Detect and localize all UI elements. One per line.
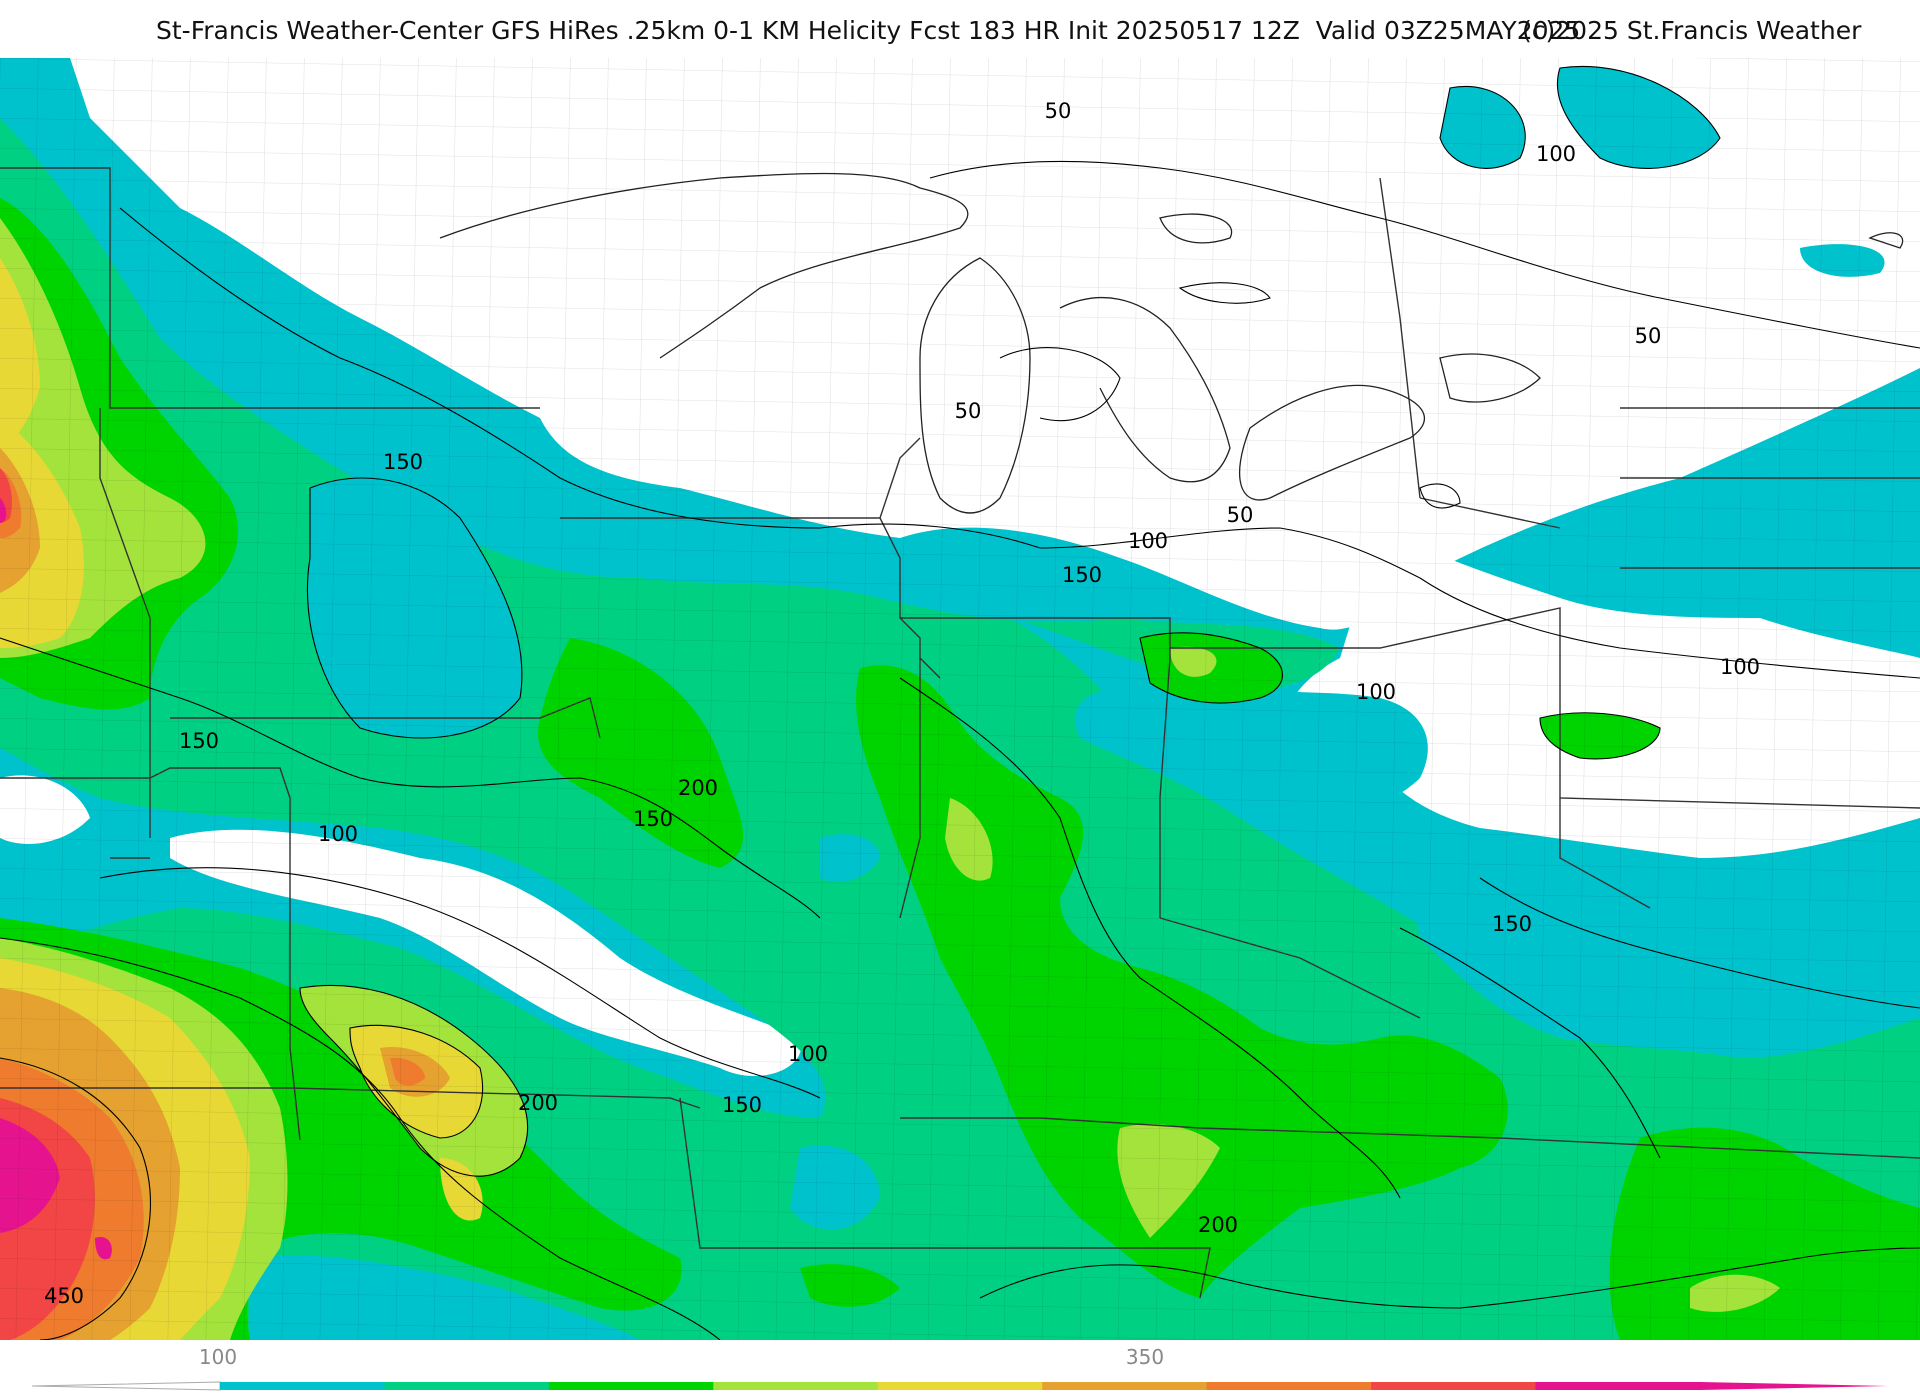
contour-label: 200 [678,776,718,800]
contour-label-layer: 50 50 50 50 100 100 100 100 100 100 150 150 150 150 15… [44,99,1760,1308]
helicity-fill-layer [0,58,1920,1340]
legend-tick-label: 100 [199,1345,237,1369]
contour-label: 50 [1045,99,1072,123]
contour-label: 100 [1720,655,1760,679]
contour-label: 150 [179,729,219,753]
contour-label: 150 [722,1093,762,1117]
legend-color-swatch [1042,1382,1208,1390]
contour-label: 100 [318,822,358,846]
legend-color-swatch [1371,1382,1537,1390]
contour-label: 50 [1227,503,1254,527]
contour-label: 100 [1536,142,1576,166]
legend-color-bar [220,1382,1701,1390]
contour-label: 50 [955,399,982,423]
lake-outlines [439,172,1904,514]
legend-color-swatch [384,1382,550,1390]
contour-label: 200 [518,1091,558,1115]
legend-color-swatch [1206,1382,1372,1390]
contour-label: 100 [1356,680,1396,704]
state-boundaries [0,167,1920,1299]
contour-label: 100 [788,1042,828,1066]
contour-label: 150 [633,807,673,831]
contour-label: 200 [1198,1213,1238,1237]
contour-label: 100 [1128,529,1168,553]
legend-color-swatch [1535,1382,1701,1390]
legend-under-range-arrow [31,1381,221,1391]
contour-label: 150 [1062,563,1102,587]
helicity-contours [0,65,1920,1340]
legend-color-swatch [713,1382,879,1390]
contour-label: 150 [1492,912,1532,936]
copyright-credit: (c)2025 St.Francis Weather [1522,16,1862,45]
legend-color-swatch [220,1382,385,1390]
contour-label: 450 [44,1284,84,1308]
color-legend: 100 350 [31,1345,1888,1391]
map-title: St-Francis Weather-Center GFS HiRes .25k… [0,16,1920,50]
county-boundaries [0,58,1920,1340]
forecast-title: St-Francis Weather-Center GFS HiRes .25k… [156,16,1581,45]
legend-tick-label: 350 [1126,1345,1164,1369]
legend-color-swatch [548,1382,714,1390]
contour-label: 150 [383,450,423,474]
legend-over-range-arrow [1700,1382,1888,1390]
legend-color-swatch [877,1382,1043,1390]
contour-label: 50 [1635,324,1662,348]
helicity-map: 50 50 50 50 100 100 100 100 100 100 150 150 150 150 15… [0,58,1920,1340]
